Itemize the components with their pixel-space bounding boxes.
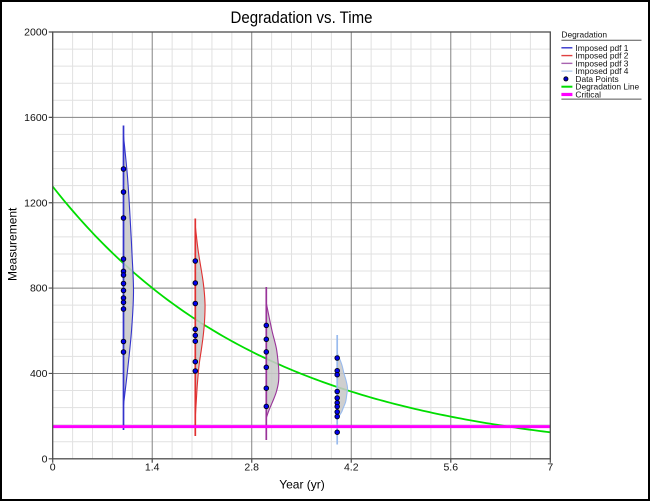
svg-text:2000: 2000 [24,27,48,39]
svg-text:Critical: Critical [575,89,601,99]
svg-text:2.8: 2.8 [244,462,259,474]
svg-text:5.6: 5.6 [443,462,458,474]
svg-text:Imposed pdf 1: Imposed pdf 1 [575,43,628,53]
svg-text:Imposed pdf 4: Imposed pdf 4 [575,66,628,76]
svg-text:Degradation: Degradation [561,30,607,40]
svg-text:Degradation Line: Degradation Line [575,82,639,92]
svg-text:1200: 1200 [24,197,48,209]
svg-text:Data Points: Data Points [575,74,618,84]
svg-text:0: 0 [50,462,56,474]
svg-text:Imposed pdf 3: Imposed pdf 3 [575,58,628,68]
svg-text:800: 800 [30,283,48,295]
svg-text:0: 0 [42,453,48,465]
svg-text:400: 400 [30,368,48,380]
svg-text:4.2: 4.2 [344,462,359,474]
svg-text:1600: 1600 [24,112,48,124]
svg-text:Year (yr): Year (yr) [279,478,325,492]
svg-text:Measurement: Measurement [6,207,20,281]
svg-text:7: 7 [547,462,553,474]
svg-text:1.4: 1.4 [145,462,160,474]
svg-text:Degradation vs. Time: Degradation vs. Time [231,8,373,27]
svg-text:Imposed pdf 2: Imposed pdf 2 [575,51,628,61]
